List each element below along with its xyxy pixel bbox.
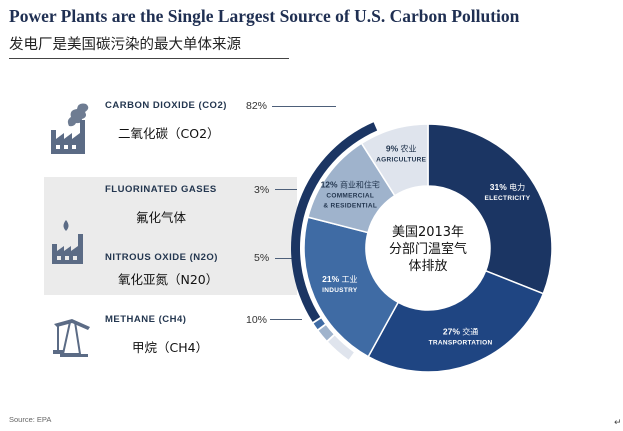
chemical-plant-icon	[52, 220, 83, 264]
slice-label: 21% 工业 INDUSTRY	[322, 274, 358, 294]
gas-percent-fluorinated: 3%	[254, 184, 270, 196]
chart-subtitle: 发电厂是美国碳污染的最大单体来源	[9, 37, 241, 53]
gas-name-n2o: NITROUS OXIDE (N2O)	[105, 252, 218, 263]
leader-line-fluorinated	[275, 189, 297, 190]
gas-label-cn-fluorinated: 氟化气体	[136, 210, 187, 225]
gas-arc-segment	[313, 318, 325, 330]
gas-group-band	[44, 177, 297, 295]
gas-arc-segment	[318, 325, 334, 341]
title-rule	[9, 58, 289, 59]
donut-center-title: 美国2013年分部门温室气体排放	[389, 225, 467, 274]
oil-pump-icon	[53, 319, 90, 357]
chart-title: Power Plants are the Single Largest Sour…	[9, 6, 520, 26]
donut-slices	[303, 123, 553, 373]
leader-line-co2	[272, 106, 336, 107]
gas-label-cn-methane: 甲烷（CH4）	[132, 340, 209, 355]
leader-line-n2o	[275, 258, 295, 259]
factory-icon	[51, 103, 89, 154]
slice-labels: 31% 电力 ELECTRICITY 27% 交通 TRANSPORTATION 21%…	[321, 144, 531, 347]
return-mark: ↵	[614, 417, 622, 427]
leader-line-methane	[270, 319, 302, 320]
gas-percent-co2: 82%	[246, 100, 268, 112]
gas-arc-bar	[291, 122, 378, 360]
gas-label-cn-co2: 二氧化碳（CO2）	[118, 126, 220, 141]
slice-label: 31% 电力 ELECTRICITY	[485, 182, 531, 202]
source-note: Source: EPA	[9, 415, 52, 424]
slice-label: 27% 交通 TRANSPORTATION	[429, 326, 493, 346]
slice-label: 9% 农业 AGRICULTURE	[376, 144, 426, 164]
gas-name-fluorinated: FLUORINATED GASES	[105, 184, 217, 195]
gas-label-cn-n2o: 氧化亚氮（N20）	[118, 272, 219, 287]
gas-percent-n2o: 5%	[254, 252, 270, 264]
gas-percent-methane: 10%	[246, 314, 268, 326]
donut-hole	[366, 186, 490, 310]
gas-name-methane: METHANE (CH4)	[105, 314, 187, 325]
gas-arc-segment	[328, 335, 354, 360]
gas-name-co2: CARBON DIOXIDE (CO2)	[105, 100, 227, 111]
slice-label: 12% 商业和住宅 COMMERCIAL & RESIDENTIAL	[321, 180, 380, 210]
